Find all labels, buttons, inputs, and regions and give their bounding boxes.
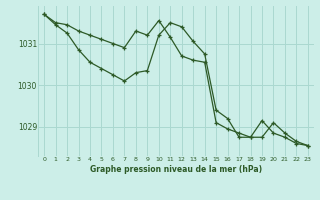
X-axis label: Graphe pression niveau de la mer (hPa): Graphe pression niveau de la mer (hPa) [90,165,262,174]
